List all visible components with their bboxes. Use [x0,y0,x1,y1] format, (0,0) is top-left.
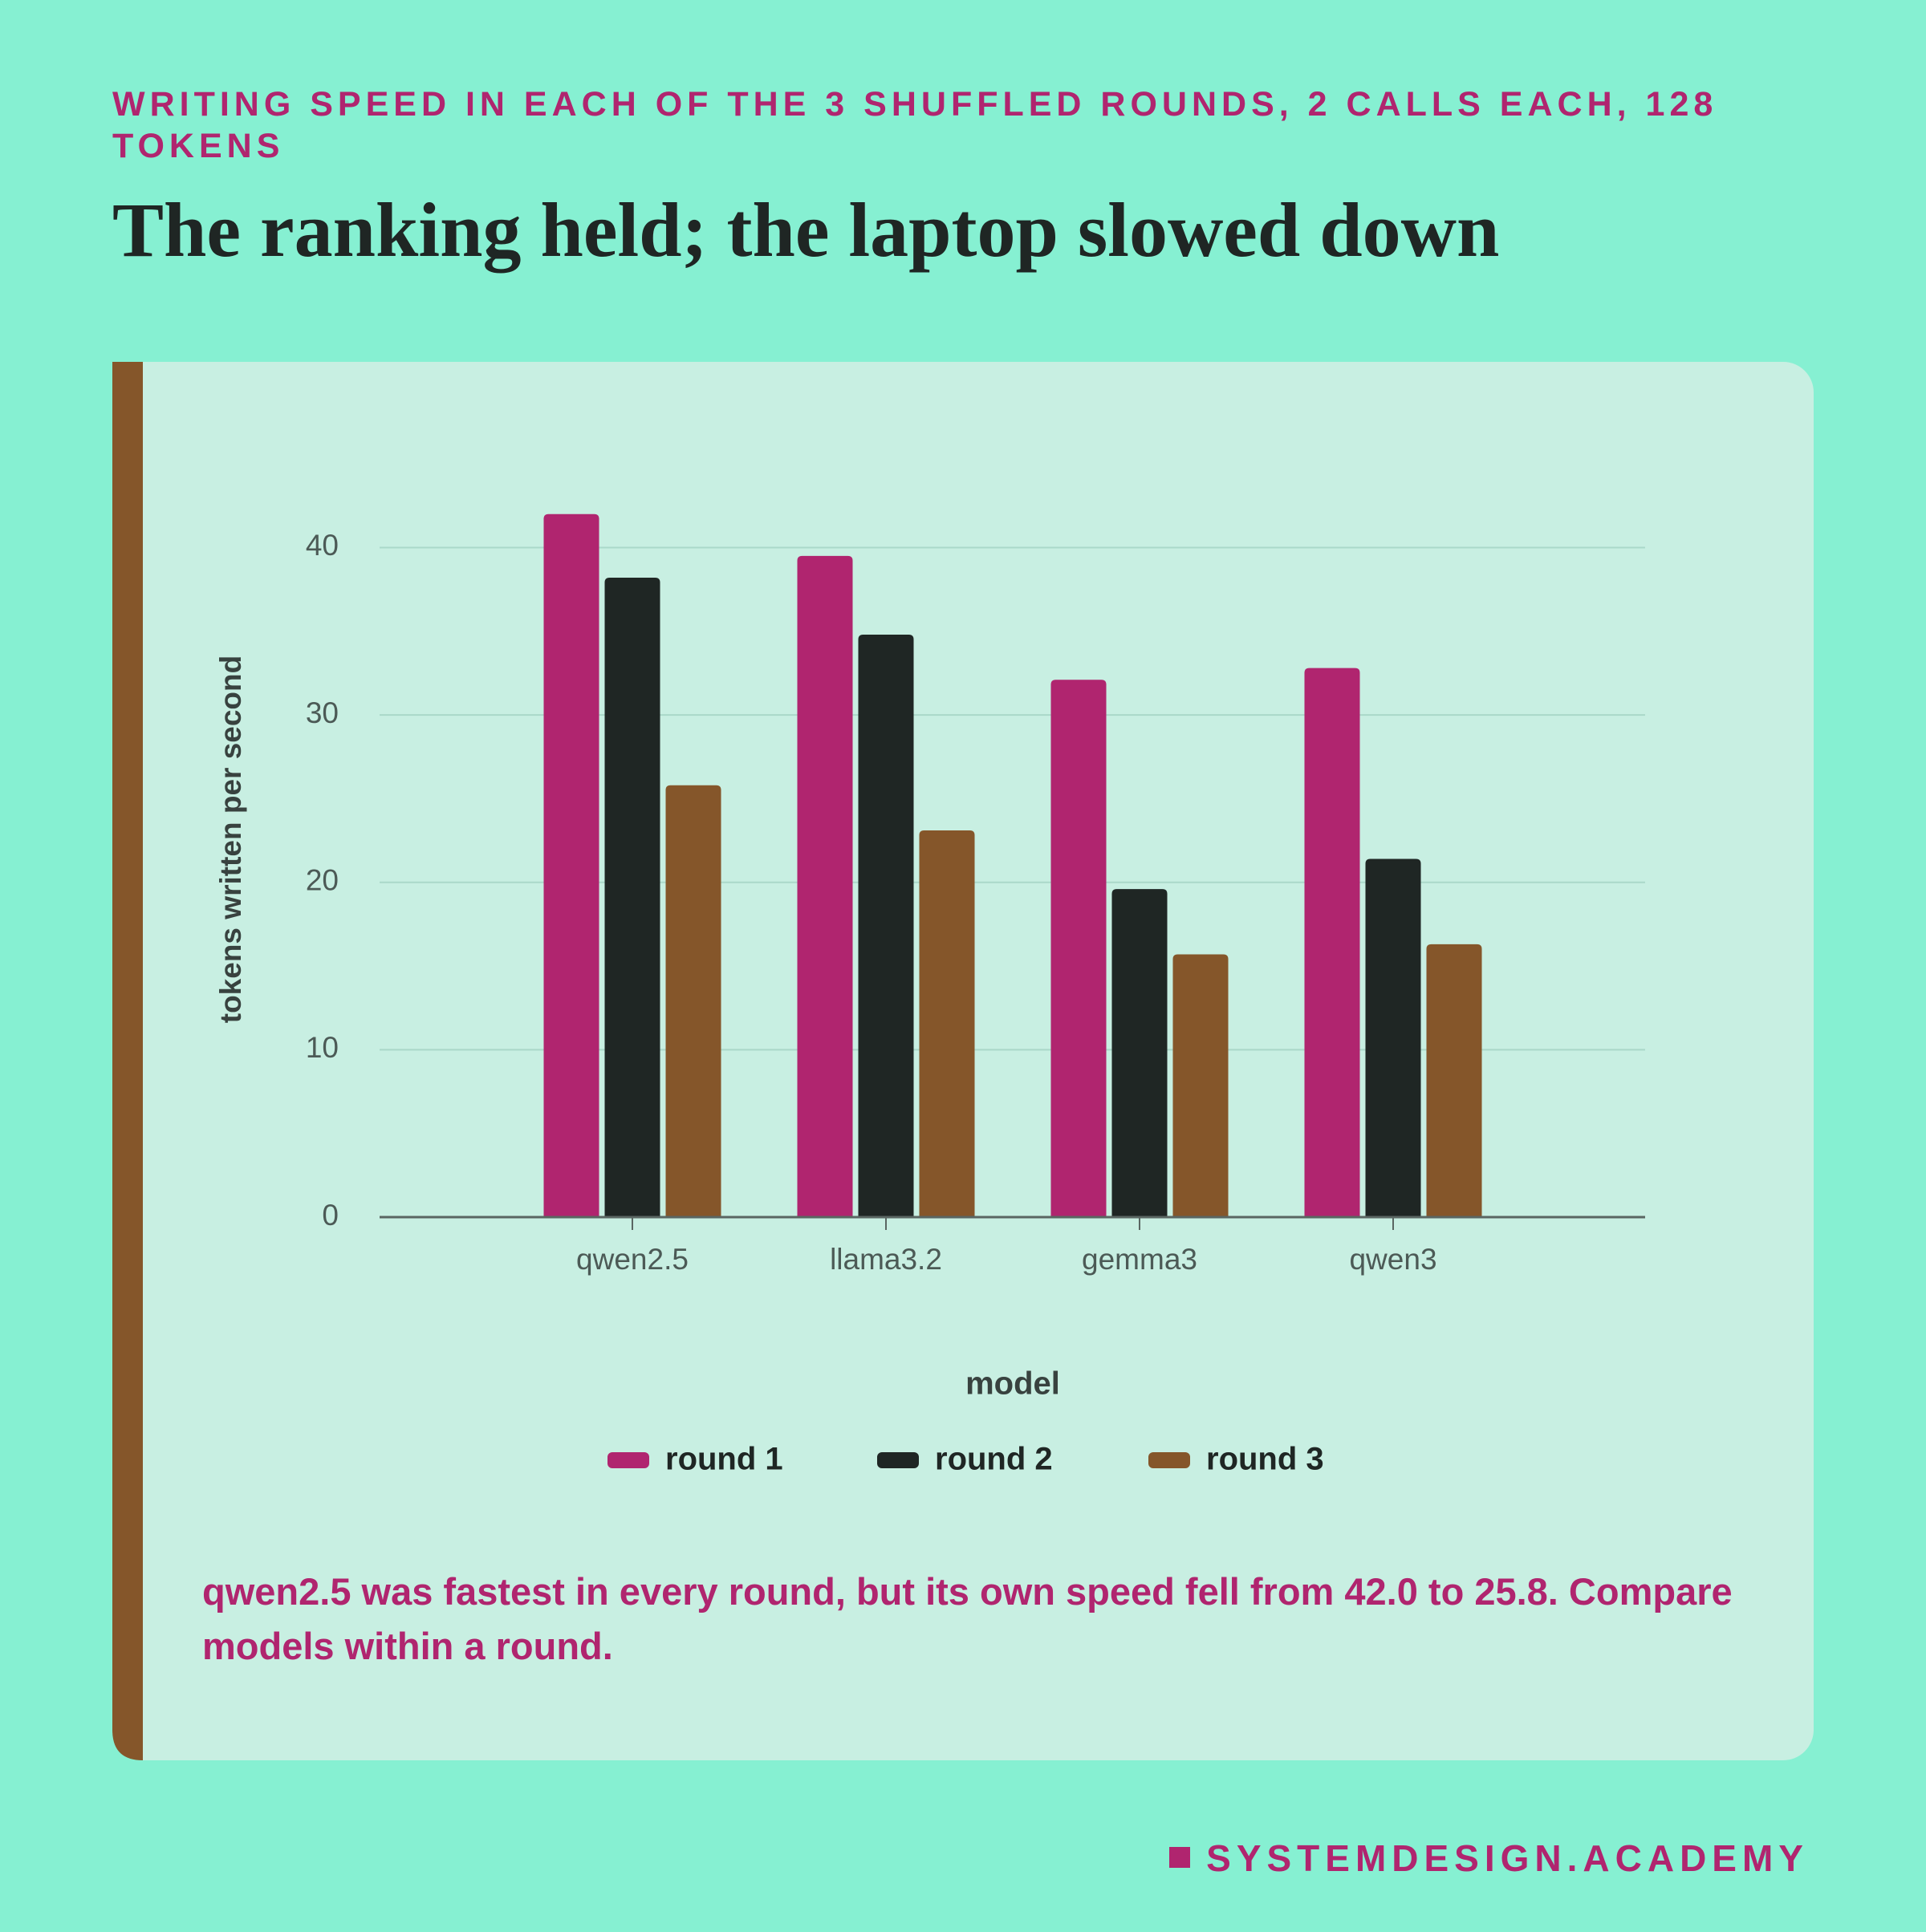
card-accent [112,362,143,1760]
title: The ranking held; the laptop slowed down [112,187,1500,273]
subtitle: WRITING SPEED IN EACH OF THE 3 SHUFFLED … [112,85,1718,165]
legend-label: round 2 [935,1442,1053,1477]
x-tick-label: llama3.2 [830,1243,942,1276]
legend-label: round 1 [665,1442,783,1477]
bar [858,634,914,1217]
bar [1172,954,1229,1217]
x-tick-label: qwen2.5 [576,1243,689,1276]
y-axis-title: tokens written per second [214,656,247,1024]
y-tick-label: 30 [306,696,339,729]
bar [1304,668,1360,1217]
y-tick-label: 0 [322,1199,339,1232]
bar [1426,944,1482,1217]
x-tick-label: qwen3 [1349,1243,1436,1276]
bar [604,578,660,1217]
bar [919,830,975,1217]
bar [1111,889,1168,1217]
legend-swatch [1148,1452,1190,1468]
legend-swatch [877,1452,919,1468]
footer: SYSTEMDESIGN.ACADEMY [1169,1837,1809,1879]
bar [543,513,599,1217]
legend-label: round 3 [1206,1442,1324,1477]
bar [1050,680,1107,1217]
annotation: qwen2.5 was fastest in every round, but … [202,1570,1733,1667]
y-tick-label: 10 [306,1031,339,1064]
bar [1365,858,1421,1217]
y-tick-label: 20 [306,864,339,897]
bar [797,555,853,1217]
bar [665,785,721,1217]
legend-swatch [607,1452,649,1468]
y-tick-label: 40 [306,529,339,562]
x-tick-label: gemma3 [1082,1243,1197,1276]
x-axis-title: model [965,1366,1060,1402]
